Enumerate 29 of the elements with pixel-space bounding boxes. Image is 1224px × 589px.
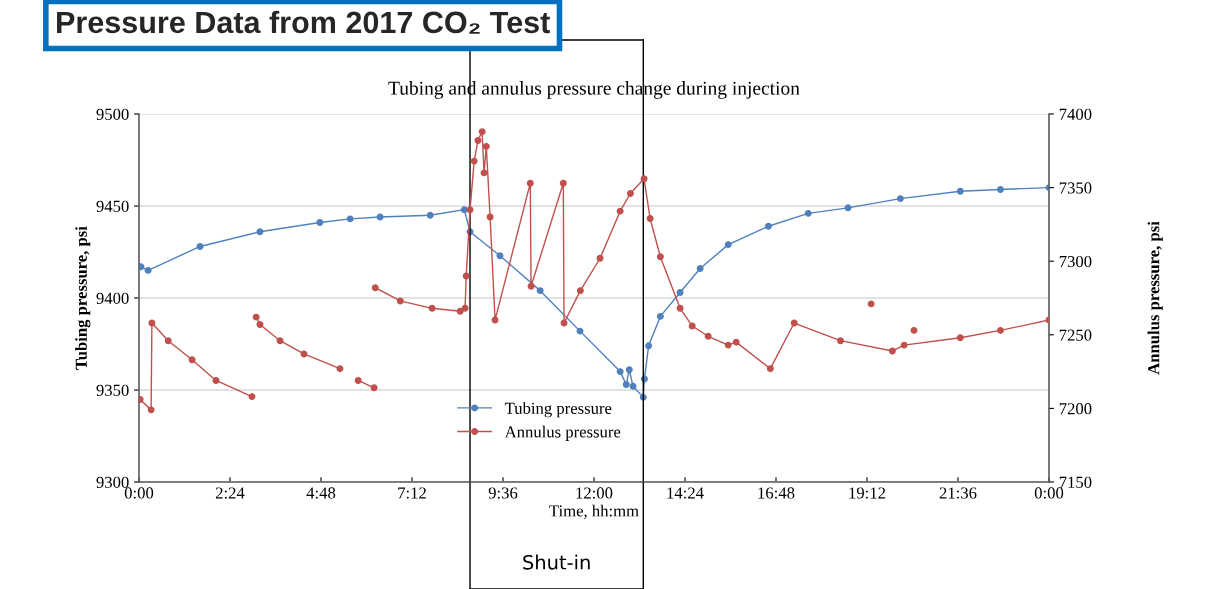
y2-tick-label: 7350 bbox=[1059, 182, 1092, 194]
y-tick-label: 9400 bbox=[96, 292, 129, 304]
x-tick-label: 0:00 bbox=[124, 487, 154, 499]
y2-tick-label: 7150 bbox=[1059, 476, 1092, 488]
y-tick-label: 9300 bbox=[96, 476, 129, 488]
legend-label: Annulus pressure bbox=[504, 425, 621, 441]
x-tick-label: 9:36 bbox=[488, 487, 518, 499]
y-axis-title: Tubing pressure, psi bbox=[75, 226, 91, 370]
y-tick-label: 9350 bbox=[96, 384, 129, 396]
y2-tick-label: 7400 bbox=[1059, 108, 1092, 120]
x-tick-label: 14:24 bbox=[667, 487, 704, 499]
y2-tick-label: 7300 bbox=[1059, 255, 1092, 268]
x-tick-label: 16:48 bbox=[758, 487, 795, 499]
x-tick-label: 12:00 bbox=[576, 487, 613, 499]
x-tick-label: 0:00 bbox=[1034, 487, 1064, 499]
text: Pressure Data from 2017 CO₂ Test bbox=[57, 10, 550, 34]
x-tick-label: 19:12 bbox=[849, 487, 886, 499]
y-tick-label: 9450 bbox=[96, 200, 129, 212]
legend-label: Tubing pressure bbox=[504, 402, 612, 418]
x-axis-title: Time, hh:mm bbox=[549, 504, 639, 519]
y2-tick-label: 7250 bbox=[1059, 329, 1092, 341]
x-tick-label: 7:12 bbox=[398, 487, 426, 499]
x-tick-label: 4:48 bbox=[306, 487, 336, 499]
y2-tick-label: 7200 bbox=[1059, 403, 1092, 415]
x-tick-label: 2:24 bbox=[215, 487, 245, 499]
x-tick-label: 21:36 bbox=[939, 487, 977, 499]
y-tick-label: 9500 bbox=[96, 108, 129, 120]
text: Shut-in bbox=[523, 554, 590, 570]
y2-axis-title: Annulus pressure, psi bbox=[1147, 221, 1163, 375]
